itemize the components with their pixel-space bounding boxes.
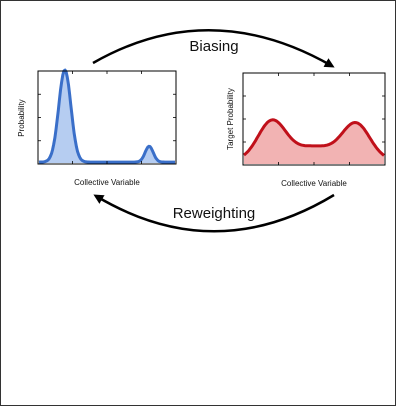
left-distribution-fill	[39, 70, 175, 163]
right-plot-ylabel: Target Probability	[226, 88, 235, 150]
right-distribution-curve	[243, 118, 385, 157]
right-distribution-fill	[244, 119, 384, 164]
right-plot-ticks	[243, 73, 385, 165]
reweighting-label: Reweighting	[173, 205, 256, 222]
left-plot-ticks	[38, 71, 176, 164]
right-plot: Target Probability Collective Variable	[226, 72, 386, 188]
left-plot: Probability Collective Variable	[17, 68, 177, 187]
biasing-label: Biasing	[189, 38, 238, 55]
right-plot-xlabel: Collective Variable	[281, 179, 347, 188]
left-plot-ylabel: Probability	[17, 99, 26, 136]
reweighting-arrow	[93, 193, 335, 233]
left-plot-xlabel: Collective Variable	[74, 178, 140, 187]
biasing-arrow	[92, 29, 335, 68]
